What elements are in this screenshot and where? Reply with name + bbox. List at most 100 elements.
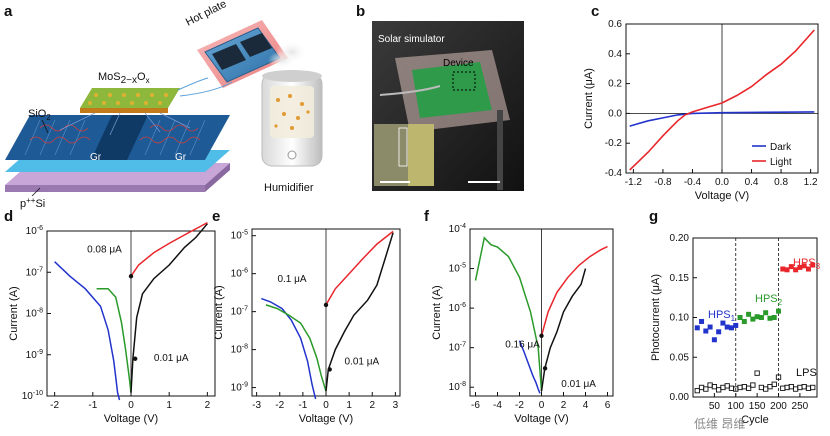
mos2-side	[80, 108, 168, 113]
x-axis-label-e: Voltage (V)	[299, 413, 353, 425]
series-label-hps1: HPS1	[708, 309, 736, 323]
y-tick-label-c: 0.4	[608, 49, 622, 60]
point-lps	[775, 374, 782, 380]
point-lps	[724, 383, 730, 389]
x-tick-label-g: 250	[792, 401, 809, 412]
y-axis-label-g: Photocurrent (μA)	[650, 274, 662, 361]
y-tick-label-c: 0.0	[608, 108, 622, 119]
point-lps	[711, 384, 718, 390]
y-tick-label-g: 0.20	[670, 233, 690, 244]
point-lps	[698, 384, 705, 391]
iv-curve-d-3	[130, 221, 208, 277]
point-lps	[797, 384, 803, 391]
humidifier-label: Humidifier	[264, 182, 314, 194]
y-tick-label-d: 10-10	[22, 390, 43, 402]
point-hps1	[724, 324, 730, 330]
x-tick-label-c: -0.8	[654, 177, 672, 188]
point-hps3	[793, 267, 799, 273]
y-tick-label-d: 10-7	[26, 266, 43, 278]
annotation-e-1: 0.01 μA	[345, 357, 380, 368]
point-hps2	[741, 318, 747, 324]
chart-f: f -6 -4 -2 0 2 4 6 10-8 10-7 10-6 10-5 10-4 Voltage (…	[424, 208, 614, 425]
point-hps1	[711, 337, 717, 343]
y-axis-label-d: Current (A)	[8, 286, 20, 340]
annotation-d-1: 0.01 μA	[154, 353, 189, 364]
x-tick-label-c: 0.0	[715, 177, 729, 188]
series-label-hps3: HPS3	[793, 257, 821, 271]
iv-curve-d-2	[130, 223, 208, 393]
y-tick-label-g: 0.10	[670, 313, 690, 324]
x-axis-label-c: Voltage (V)	[695, 190, 749, 202]
series-label-lps: LPS	[796, 367, 817, 379]
chart-c: c -1.2 -0.8 -0.4 0.0 0.4 0.8 1.2 -0.4 -0.2 0.0 0.2 0…	[583, 3, 819, 202]
mos2-film	[59, 88, 191, 136]
point-lps	[754, 370, 760, 376]
point-hps1	[728, 325, 734, 331]
point-hps1	[720, 320, 726, 326]
micrograph-flake	[408, 124, 434, 186]
darkcurrent-marker-d	[133, 356, 138, 361]
point-lps	[792, 386, 799, 392]
panel-label-c: c	[591, 3, 599, 20]
y-tick-label-e: 10-5	[231, 230, 248, 242]
legend-label-dark: Dark	[770, 142, 792, 153]
steam-cloud-2	[268, 51, 296, 69]
x-tick-label-f: 2	[561, 400, 567, 411]
point-hps2	[758, 315, 764, 320]
x-tick-label-c: -0.4	[684, 177, 702, 188]
y-tick-label-f: 10-8	[449, 381, 466, 393]
x-tick-label-f: 6	[605, 400, 611, 411]
substrate-label: p++Si	[20, 196, 45, 210]
gr-label-right: Gr	[175, 152, 187, 163]
x-axis-label-g: Cycle	[741, 414, 769, 426]
point-hps3	[784, 267, 790, 273]
y-tick-label-f: 10-7	[449, 342, 466, 354]
x-tick-label-f: -4	[493, 400, 502, 411]
y-tick-label-c: -0.4	[605, 168, 623, 179]
point-lps	[763, 386, 769, 392]
y-tick-label-e: 10-6	[231, 268, 248, 280]
mos2-top	[80, 88, 180, 108]
device-substrate	[5, 115, 230, 192]
point-hps3	[810, 262, 816, 268]
y-tick-label-e: 10-9	[231, 382, 248, 394]
point-hps2	[746, 311, 752, 317]
point-lps	[771, 381, 777, 387]
sio2-label: SiO2	[28, 108, 51, 122]
point-lps	[716, 387, 722, 393]
point-lps	[805, 385, 812, 391]
x-tick-label-e: -1	[298, 400, 307, 411]
series-line-dark	[629, 111, 815, 127]
substrate-pointer	[31, 187, 41, 197]
x-tick-label-e: 1	[346, 400, 352, 411]
point-hps1	[699, 318, 705, 324]
hot-plate-window-1	[212, 44, 246, 70]
y-tick-label-f: 10-6	[449, 302, 466, 314]
panel-b: b Solar simulator Device	[356, 3, 524, 191]
point-lps	[788, 384, 794, 390]
iv-curve-d-1	[96, 287, 132, 393]
darkcurrent-marker-f	[542, 366, 548, 371]
y-tick-label-c: 0.6	[608, 19, 622, 30]
point-hps3	[801, 263, 807, 269]
panel-label-d: d	[4, 208, 13, 225]
hot-plate-label: Hot plate	[184, 0, 229, 29]
humidifier-top	[262, 70, 322, 82]
x-tick-label-g: 50	[709, 401, 721, 412]
photocurrent-marker-e	[323, 302, 329, 308]
iv-curve-f-2	[540, 268, 587, 392]
x-tick-label-g: 200	[770, 401, 787, 412]
x-tick-label-f: -6	[471, 400, 480, 411]
panel-label-g: g	[649, 208, 658, 225]
channel-gap	[91, 115, 148, 160]
x-tick-label-d: 2	[205, 400, 211, 411]
transfer-lines	[59, 112, 191, 136]
x-tick-label-e: 3	[393, 400, 399, 411]
point-hps3	[780, 266, 786, 272]
si-layer-side	[5, 185, 205, 192]
x-tick-label-f: 4	[583, 400, 589, 411]
iv-curve-f-1	[474, 236, 543, 392]
photocurrent-marker-d	[128, 274, 134, 279]
